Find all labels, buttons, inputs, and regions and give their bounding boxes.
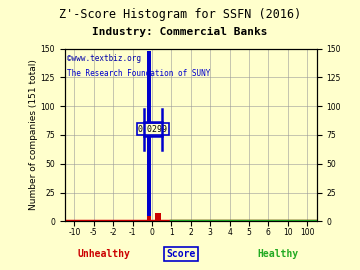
Text: Industry: Commercial Banks: Industry: Commercial Banks (92, 27, 268, 37)
Bar (147, 51, 151, 221)
Y-axis label: Number of companies (151 total): Number of companies (151 total) (29, 60, 38, 210)
Bar (147, 216, 151, 221)
Text: ©www.textbiz.org: ©www.textbiz.org (67, 54, 141, 63)
Text: Unhealthy: Unhealthy (77, 249, 130, 259)
Text: 0.0299: 0.0299 (138, 125, 168, 134)
Text: Z'-Score Histogram for SSFN (2016): Z'-Score Histogram for SSFN (2016) (59, 8, 301, 21)
Text: Score: Score (166, 249, 196, 259)
Text: Healthy: Healthy (257, 249, 298, 259)
Text: The Research Foundation of SUNY: The Research Foundation of SUNY (67, 69, 211, 78)
Bar (155, 213, 161, 221)
